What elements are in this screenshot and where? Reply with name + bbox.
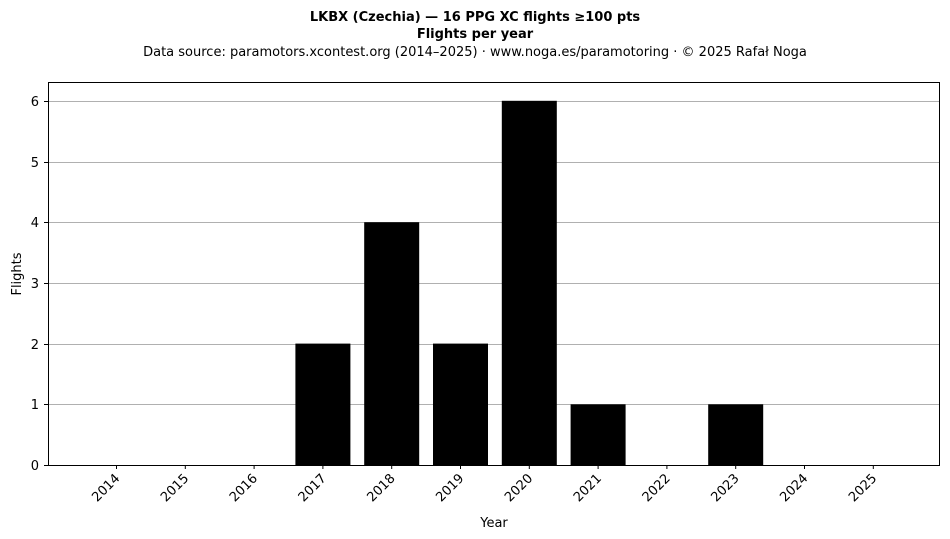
bar-2023 [708,404,764,465]
y-tick-label: 0 [31,459,39,474]
chart-title: LKBX (Czechia) — 16 PPG XC flights ≥100 … [310,10,641,25]
y-axis-label: Flights [10,252,25,295]
bars [295,100,764,466]
y-tick-label: 3 [31,277,39,292]
x-tick-label: 2021 [571,471,605,505]
y-axis-ticks: 0 1 2 3 4 5 6 [31,95,48,474]
bar-2018 [364,222,420,465]
x-tick-label: 2015 [158,471,192,505]
x-tick-label: 2018 [365,471,399,505]
x-tick-label: 2014 [89,471,123,505]
x-tick-label: 2023 [709,471,743,505]
bar-2019 [433,343,488,465]
x-tick-label: 2016 [227,471,261,505]
x-tick-label: 2017 [296,471,330,505]
x-tick-label: 2022 [640,471,674,505]
x-tick-label: 2019 [433,471,467,505]
x-tick-label: 2024 [777,471,811,505]
y-tick-label: 1 [31,398,39,413]
x-axis-ticks: 2014 2015 2016 2017 2018 2019 2020 2021 2022 2023… [89,465,880,505]
chart-title-line2: Flights per year [417,27,534,42]
grid-lines [48,101,940,405]
bar-2020 [501,100,557,466]
x-tick-label: 2025 [846,471,880,505]
chart-subtitle: Data source: paramotors.xcontest.org (20… [143,45,807,60]
bar-2017 [295,343,351,465]
bar-2021 [570,404,626,465]
y-tick-label: 4 [31,216,39,231]
x-axis-label: Year [479,516,508,531]
x-tick-label: 2020 [502,471,536,505]
y-tick-label: 6 [31,95,39,110]
y-tick-label: 2 [31,338,39,353]
y-tick-label: 5 [31,156,39,171]
plot-frame [48,82,940,466]
